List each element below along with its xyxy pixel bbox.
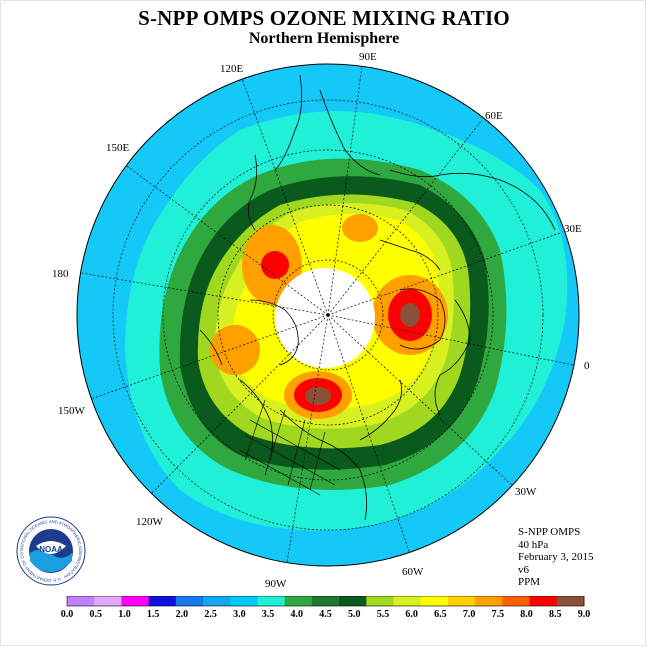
colorbar-tick-label: 2.0	[175, 609, 189, 620]
colorbar-tick-label: 3.0	[233, 609, 246, 620]
lon-label-60e: 60E	[485, 110, 503, 122]
colorbar-tick-label: 0.5	[89, 609, 102, 620]
colorbar-tick-label: 8.0	[520, 609, 533, 620]
map-boundary	[76, 63, 580, 567]
colorbar-tick-label: 7.5	[491, 609, 505, 620]
info-level: 40 hPa	[518, 538, 549, 551]
north-america-grid	[239, 399, 341, 496]
colorbar-swatch	[366, 596, 395, 606]
info-units: PPM	[518, 576, 541, 588]
colorbar-tick-label: 0.0	[60, 609, 74, 620]
colorbar-swatch	[475, 596, 503, 606]
lon-label-30w: 30W	[515, 486, 537, 498]
lon-label-90w: 90W	[265, 578, 287, 590]
ozone-band-7-5-north	[342, 214, 378, 242]
graticule	[77, 65, 579, 566]
info-block: S-NPP OMPS 40 hPa February 3, 2015 v6 PP…	[518, 526, 593, 589]
colorbar-swatch	[311, 596, 340, 606]
colorbar-swatch	[502, 596, 531, 606]
colorbar-swatch	[339, 596, 367, 606]
info-version: v6	[518, 563, 529, 576]
lon-label-30e: 30E	[564, 223, 582, 235]
noaa-logo-bird	[36, 541, 66, 554]
colorbar-swatch	[67, 596, 95, 606]
map-subtitle: Northern Hemisphere	[248, 30, 400, 47]
ozone-band-8-5-scandinavia	[400, 303, 420, 327]
colorbar-border	[66, 596, 585, 607]
colorbar-swatch	[257, 596, 286, 606]
colorbar-swatch	[94, 596, 122, 606]
colorbar-tick-label: 1.5	[146, 609, 160, 620]
colorbar-swatch	[284, 596, 313, 606]
lon-label-90e: 90E	[359, 51, 377, 63]
colorbar-swatch	[393, 596, 422, 606]
colorbar-swatch	[529, 596, 558, 606]
ozone-band-8-east-siberia	[261, 251, 289, 279]
coastlines	[199, 74, 556, 521]
colorbar-tick-label: 3.5	[261, 609, 275, 620]
colorbar-tick-label: 6.5	[434, 609, 447, 620]
lon-label-150w: 150W	[58, 405, 85, 417]
colorbar-tick-label: 4.5	[319, 609, 332, 620]
colorbar-tick-label: 1.0	[118, 609, 131, 620]
lon-label-0: 0	[584, 360, 590, 372]
noaa-logo-wave	[30, 549, 72, 572]
colorbar-swatch	[447, 596, 476, 606]
colorbar-labels: 0.0 0.5 1.0 1.5 2.0 2.5 3.0 3.5 4.0 4.5 5.0 5.5 6.0 6…	[0, 609, 648, 623]
colorbar-tick-label: 8.5	[549, 609, 562, 620]
colorbar-tick-label: 6.0	[405, 609, 418, 620]
lon-label-60w: 60W	[402, 566, 424, 578]
colorbar-tick-label: 5.5	[376, 609, 390, 620]
noaa-logo-text: NOAA	[39, 545, 63, 554]
colorbar-tick-label: 2.5	[204, 609, 217, 620]
ozone-band-8-5-canada	[305, 387, 331, 405]
colorbar-swatch	[175, 596, 204, 606]
colorbar-tick-label: 5.0	[347, 609, 361, 620]
colorbar-swatch	[230, 596, 258, 606]
lon-label-180: 180	[52, 268, 69, 280]
info-instrument: S-NPP OMPS	[518, 526, 581, 538]
ozone-band-7-5-alaska	[210, 325, 260, 375]
colorbar-swatch	[556, 596, 585, 606]
colorbar-swatch	[121, 596, 150, 606]
lon-label-120w: 120W	[136, 516, 163, 528]
colorbar-tick-label: 9.0	[577, 609, 591, 620]
lon-label-150e: 150E	[106, 142, 130, 154]
map-title: S-NPP OMPS OZONE MIXING RATIO	[138, 6, 510, 30]
info-date: February 3, 2015	[518, 551, 594, 563]
colorbar-tick-label: 7.0	[462, 609, 476, 620]
colorbar	[66, 596, 585, 607]
colorbar-tick-label: 4.0	[290, 609, 304, 620]
colorbar-swatch	[420, 596, 449, 606]
colorbar-swatch	[148, 596, 177, 606]
colorbar-swatch	[203, 596, 231, 606]
noaa-logo: NATIONAL OCEANIC AND ATMOSPHERIC ADMINIS…	[16, 516, 86, 586]
lon-label-120e: 120E	[220, 63, 244, 75]
